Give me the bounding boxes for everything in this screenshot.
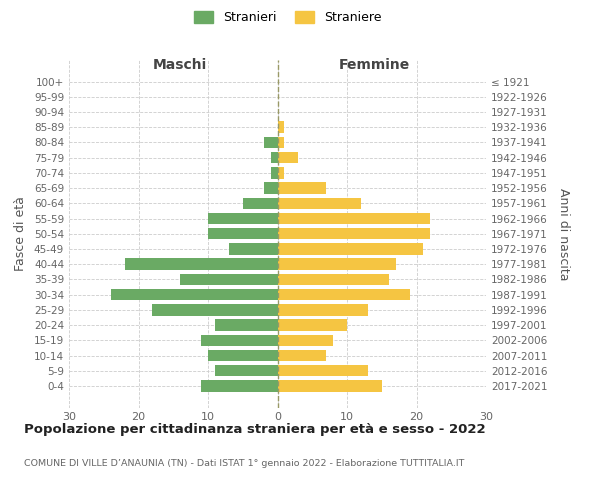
Bar	[263, 136, 277, 148]
Bar	[277, 198, 361, 209]
Bar	[277, 365, 368, 376]
Text: Maschi: Maschi	[153, 58, 208, 72]
Bar	[271, 152, 277, 164]
Bar	[208, 213, 277, 224]
Bar	[201, 334, 277, 346]
Bar	[277, 244, 424, 254]
Bar	[277, 182, 326, 194]
Text: Femmine: Femmine	[339, 58, 410, 72]
Bar	[277, 213, 430, 224]
Bar	[229, 244, 277, 254]
Bar	[215, 365, 277, 376]
Bar	[277, 136, 284, 148]
Bar	[277, 304, 368, 316]
Text: Popolazione per cittadinanza straniera per età e sesso - 2022: Popolazione per cittadinanza straniera p…	[24, 422, 485, 436]
Legend: Stranieri, Straniere: Stranieri, Straniere	[190, 6, 386, 29]
Bar	[201, 380, 277, 392]
Bar	[263, 182, 277, 194]
Bar	[277, 228, 430, 239]
Bar	[277, 334, 333, 346]
Bar	[125, 258, 277, 270]
Bar	[277, 258, 395, 270]
Y-axis label: Anni di nascita: Anni di nascita	[557, 188, 570, 280]
Bar	[180, 274, 277, 285]
Bar	[277, 274, 389, 285]
Bar	[277, 122, 284, 133]
Bar	[243, 198, 277, 209]
Y-axis label: Fasce di età: Fasce di età	[14, 196, 27, 271]
Bar	[277, 167, 284, 178]
Bar	[277, 380, 382, 392]
Bar	[152, 304, 277, 316]
Bar	[208, 350, 277, 362]
Bar	[277, 152, 298, 164]
Bar	[111, 289, 277, 300]
Text: COMUNE DI VILLE D’ANAUNIA (TN) - Dati ISTAT 1° gennaio 2022 - Elaborazione TUTTI: COMUNE DI VILLE D’ANAUNIA (TN) - Dati IS…	[24, 459, 464, 468]
Bar	[271, 167, 277, 178]
Bar	[277, 289, 410, 300]
Bar	[215, 320, 277, 331]
Bar	[208, 228, 277, 239]
Bar	[277, 350, 326, 362]
Bar	[277, 320, 347, 331]
